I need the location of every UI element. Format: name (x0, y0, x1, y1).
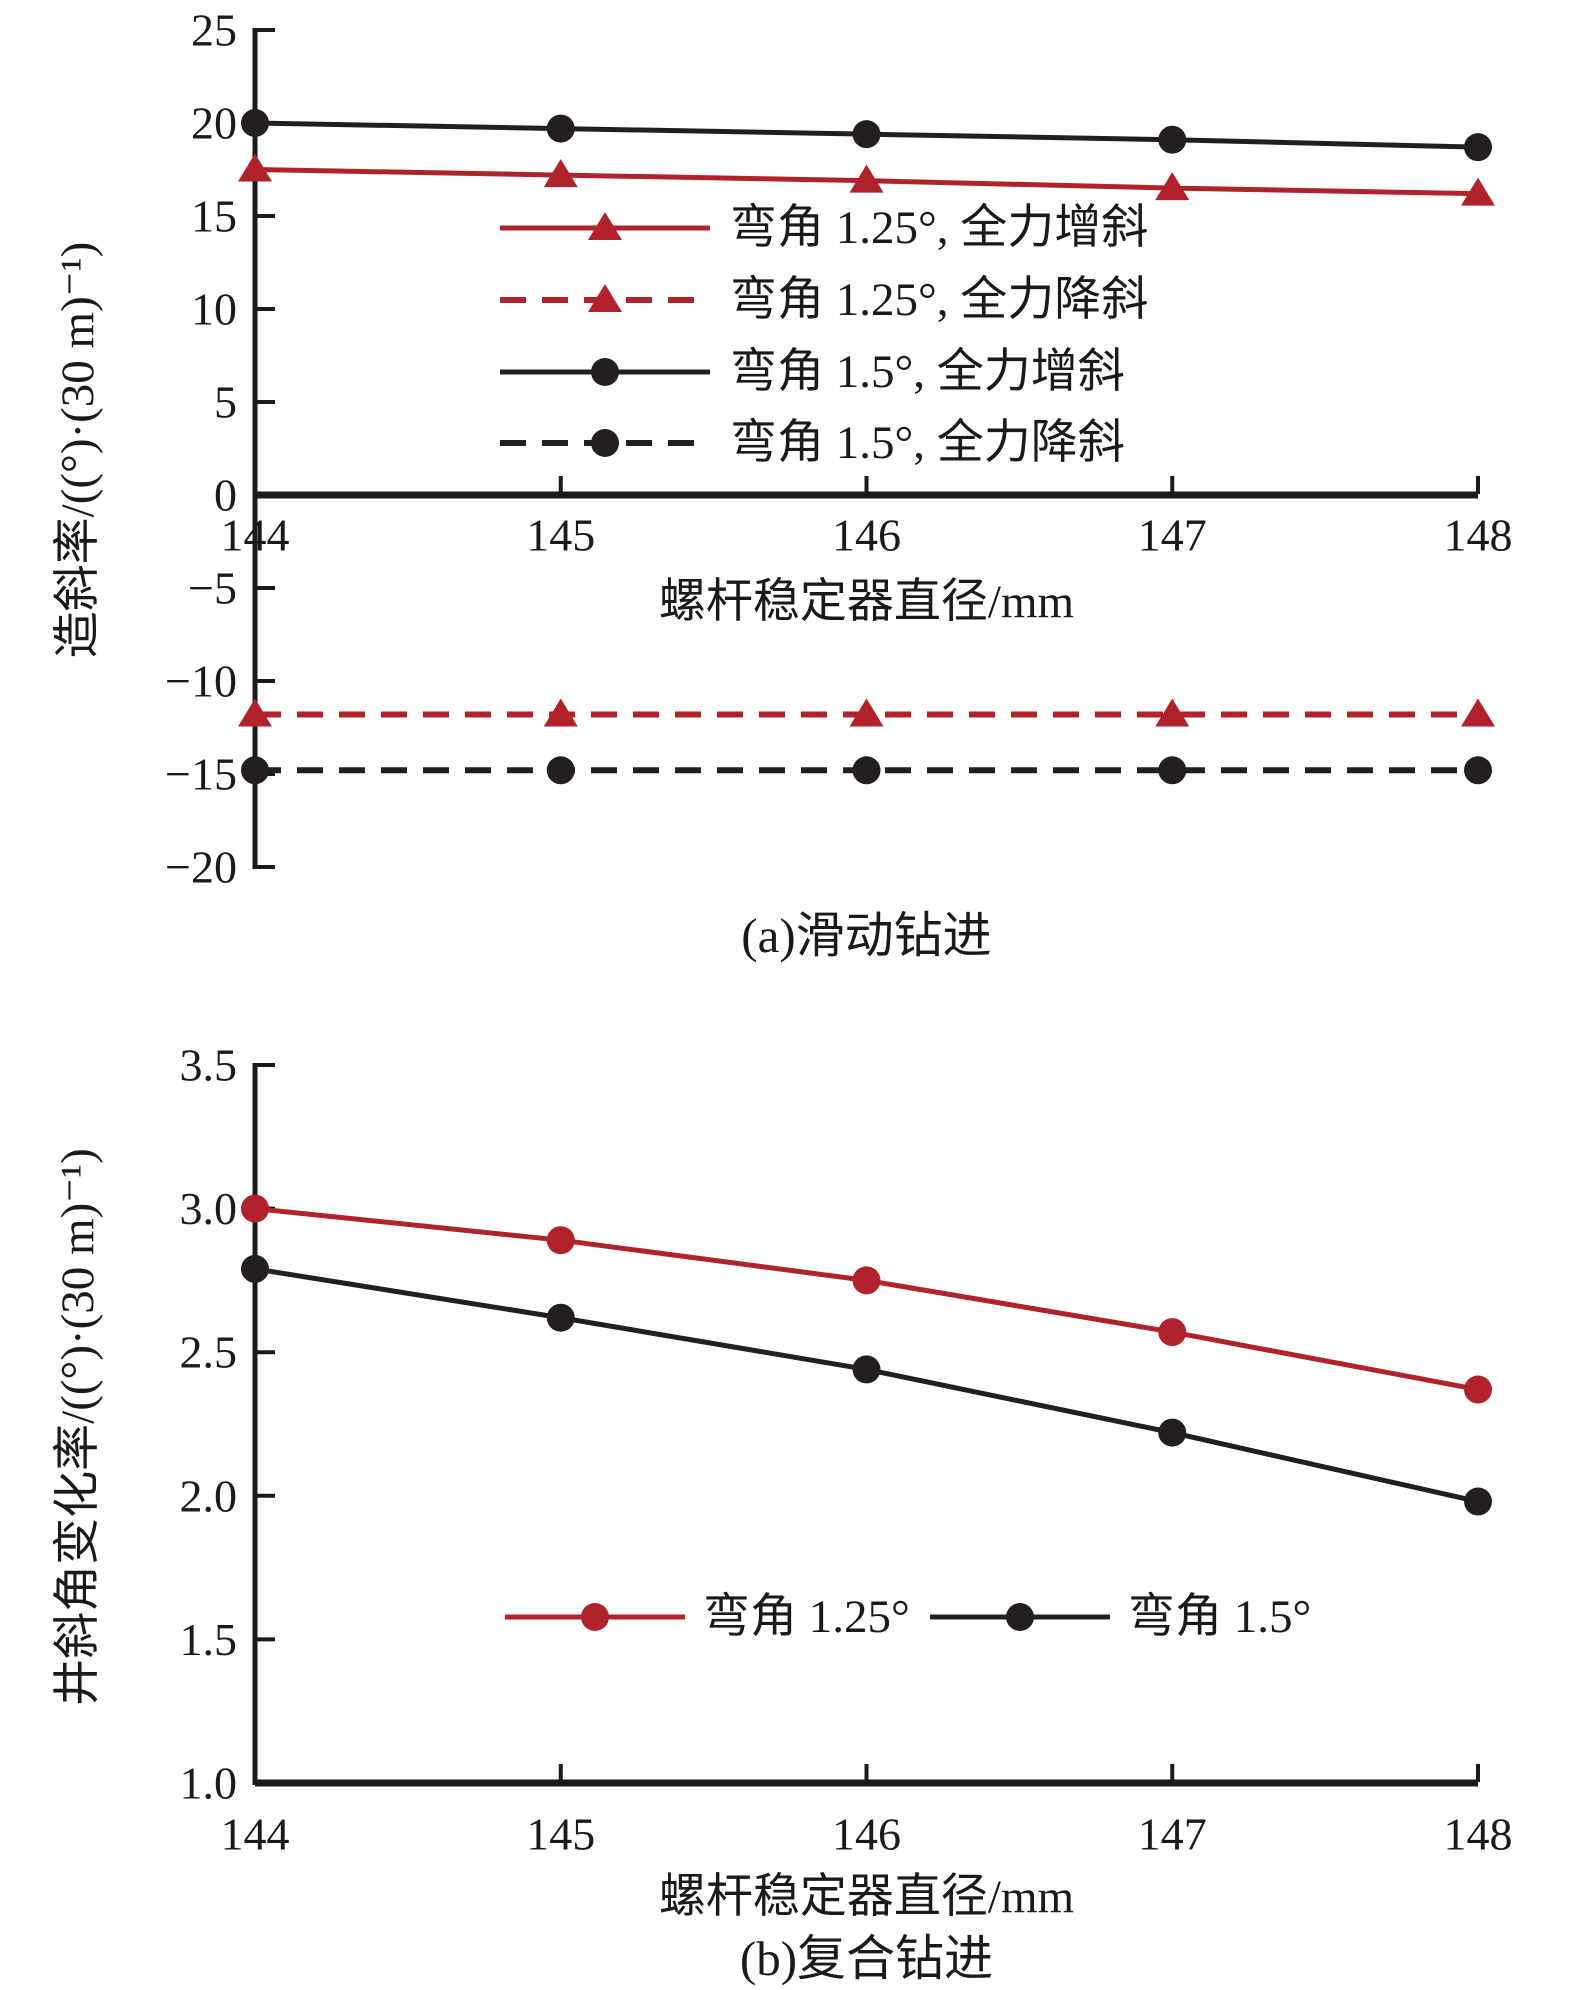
series-b-1-marker (1158, 1418, 1187, 1447)
y-tick-label: 15 (191, 191, 237, 242)
y-tick-label: 0 (214, 470, 237, 521)
y-tick-label: −20 (165, 842, 237, 893)
panel-b-caption: (b)复合钻进 (739, 1931, 994, 1986)
series-b-1-line (254, 1266, 1479, 1504)
panel-a-x-axis-title: 螺杆稳定器直径/mm (658, 576, 1075, 628)
y-tick-label: 1.0 (180, 1758, 238, 1809)
x-tick-label: 145 (526, 510, 595, 561)
panel-b-y-axis-title: 井斜角变化率/((°)·(30 m)⁻¹) (52, 1148, 104, 1706)
series-a-2-marker (1158, 125, 1187, 154)
series-a-0-marker (1461, 177, 1495, 206)
series-b-0-marker (1158, 1318, 1187, 1347)
series-a-1-marker (1155, 698, 1190, 727)
x-tick-label: 144 (221, 510, 290, 561)
series-a-3-marker (1158, 756, 1187, 785)
panel-a-y-axis-title: 造斜率/((°)·(30 m)⁻¹) (52, 241, 104, 659)
panel-a-caption: (a)滑动钻进 (741, 908, 992, 963)
panel-b-composite-drilling: 3.5 3.0 2.5 2.0 1.5 1.0 144 145 146 147 148 弯角 1.25… (0, 985, 1575, 1987)
y-tick-label: −10 (165, 656, 237, 707)
series-a-1-marker (238, 698, 272, 727)
x-tick-label: 148 (1444, 1809, 1513, 1860)
series-b-0-marker (546, 1226, 575, 1255)
series-b-0-marker (852, 1266, 881, 1295)
series-a-0-marker (238, 153, 272, 182)
series-a-3-marker (1464, 756, 1492, 785)
legend-marker (581, 1603, 609, 1631)
x-tick-label: 147 (1138, 510, 1207, 561)
x-tick-label: 145 (526, 1809, 595, 1860)
y-tick-label: −15 (165, 749, 237, 800)
y-tick-label: 3.0 (180, 1183, 238, 1234)
series-a-2-marker (852, 120, 881, 149)
series-b-1-marker (852, 1355, 881, 1384)
series-b-0-marker (1464, 1375, 1492, 1404)
panel-a-sliding-drilling: 25 20 15 10 5 0 −5 −10 −15 −20 144 145 146 147 148 弯角 1… (0, 0, 1575, 985)
y-tick-label: 10 (191, 284, 237, 335)
legend-label: 弯角 1.25°, 全力增斜 (730, 202, 1148, 254)
x-tick-label: 146 (832, 1809, 901, 1860)
series-a-0-marker (849, 164, 884, 193)
y-tick-label: 5 (214, 377, 237, 428)
x-tick-label: 144 (221, 1809, 290, 1860)
series-b-1-marker (546, 1303, 575, 1332)
x-tick-label: 148 (1444, 510, 1513, 561)
series-a-0-marker (543, 159, 578, 188)
legend-marker (591, 429, 619, 457)
series-a-3-marker (852, 756, 881, 785)
series-a-1-marker (849, 698, 884, 727)
legend-label: 弯角 1.5°, 全力降斜 (730, 417, 1125, 469)
y-tick-label: 3.5 (180, 1040, 238, 1091)
legend-marker (1006, 1603, 1034, 1631)
legend-marker (588, 212, 622, 240)
panel-b-x-axis-title: 螺杆稳定器直径/mm (658, 1871, 1075, 1923)
series-a-1-marker (1461, 698, 1495, 727)
series-b-0-marker (241, 1194, 269, 1223)
x-tick-label: 147 (1138, 1809, 1207, 1860)
y-tick-label: −5 (188, 563, 237, 614)
series-a-2-marker (241, 109, 269, 137)
legend-label: 弯角 1.25° (703, 1591, 910, 1643)
y-tick-label: 1.5 (180, 1614, 238, 1665)
legend-marker (591, 358, 619, 386)
series-a-3-marker (546, 756, 575, 785)
panel-a-plot: 25 20 15 10 5 0 −5 −10 −15 −20 144 145 146 147 148 弯角 1… (165, 5, 1513, 893)
legend-label: 弯角 1.5° (1128, 1591, 1311, 1643)
series-a-1-marker (543, 698, 578, 727)
series-a-3-marker (241, 756, 269, 785)
series-a-2-marker (1464, 133, 1492, 162)
series-a-2-marker (546, 114, 575, 143)
y-tick-label: 2.5 (180, 1327, 238, 1378)
legend-label: 弯角 1.5°, 全力增斜 (730, 346, 1125, 398)
y-tick-label: 20 (191, 98, 237, 149)
y-tick-label: 25 (191, 5, 237, 56)
series-a-0-marker (1155, 172, 1190, 201)
series-b-1-marker (1464, 1487, 1492, 1516)
legend-marker (588, 284, 622, 312)
y-tick-label: 2.0 (180, 1470, 238, 1521)
series-b-1-marker (241, 1254, 269, 1283)
x-tick-label: 146 (832, 510, 901, 561)
legend-label: 弯角 1.25°, 全力降斜 (730, 274, 1148, 326)
